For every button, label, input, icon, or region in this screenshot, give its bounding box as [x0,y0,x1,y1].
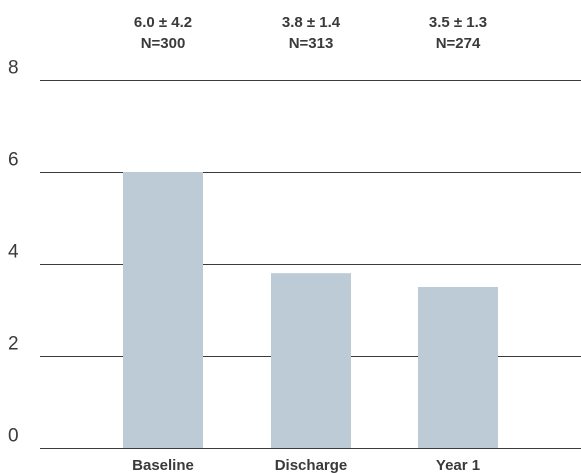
sample-size-label: N=274 [436,35,481,52]
y-tick-label: 6 [8,150,19,171]
mean-sd-label: 3.8 ± 1.4 [282,14,341,31]
bar-year-1 [418,287,498,448]
x-axis-labels: Baseline Discharge Year 1 [132,457,480,473]
mean-sd-label: 3.5 ± 1.3 [429,14,487,31]
y-tick-label: 8 [8,58,19,79]
bar-discharge [271,273,351,448]
x-category-label: Discharge [275,457,348,473]
bars [123,172,498,448]
sample-size-label: N=300 [141,35,186,52]
sample-size-label: N=313 [289,35,334,52]
y-tick-label: 4 [8,242,19,263]
x-category-label: Year 1 [436,457,480,473]
y-axis-ticks: 0 2 4 6 8 [8,58,19,447]
bar-baseline [123,172,203,448]
mean-sd-label: 6.0 ± 4.2 [134,14,192,31]
y-tick-label: 0 [8,426,19,447]
bar-annotations: 6.0 ± 4.2 N=300 3.8 ± 1.4 N=313 3.5 ± 1.3 N=2… [134,14,487,52]
y-tick-label: 2 [8,334,19,355]
x-category-label: Baseline [132,457,194,473]
